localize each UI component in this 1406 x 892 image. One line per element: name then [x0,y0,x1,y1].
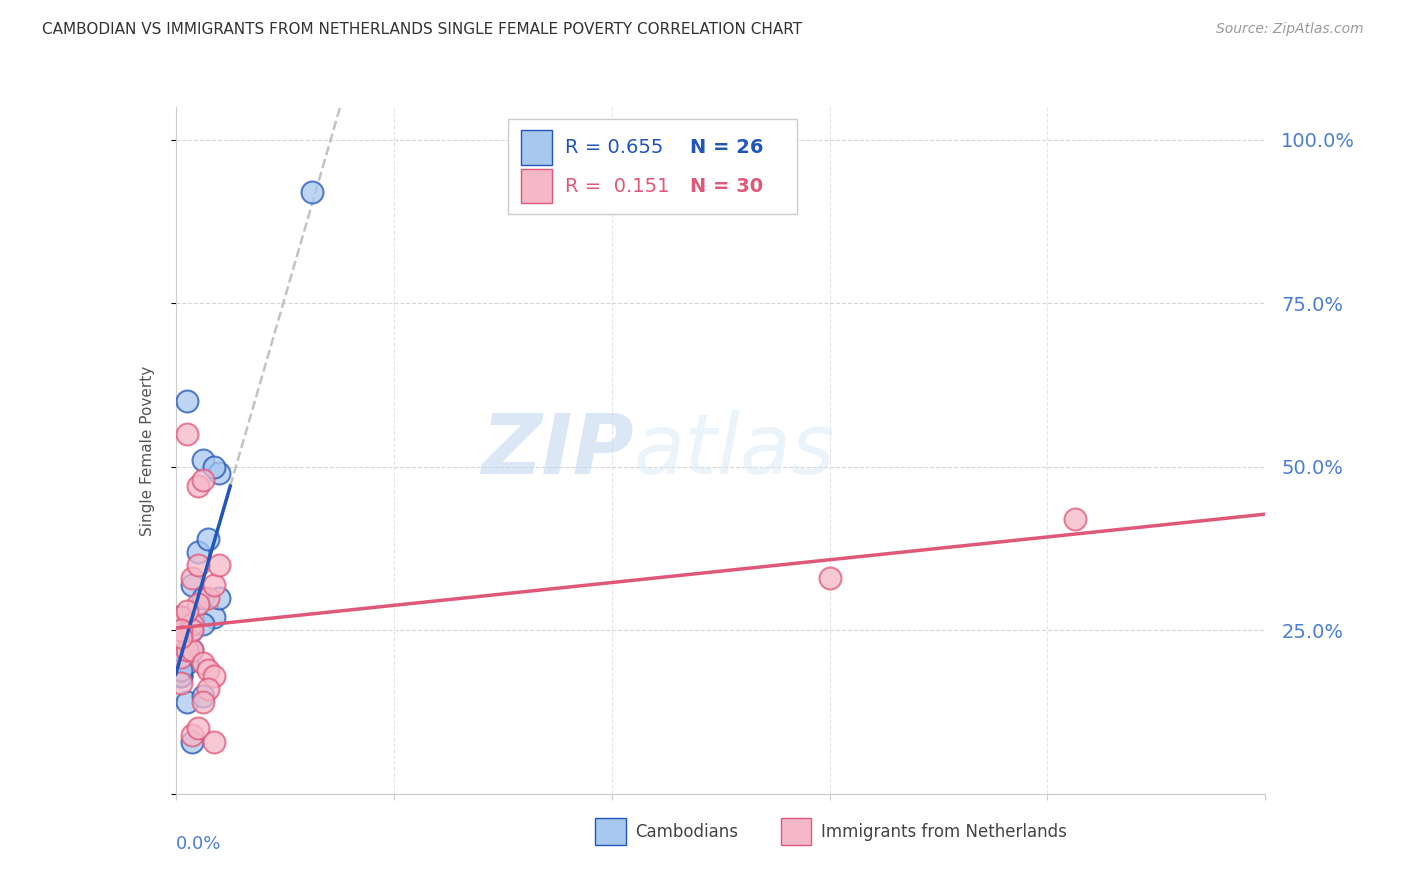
Bar [780,818,811,846]
Point [181,571,204,585]
Point [181,734,204,748]
Text: atlas: atlas [633,410,835,491]
Point [170,649,193,664]
Point [202,577,225,591]
Point [186,722,209,736]
Point [176,643,198,657]
Point [181,643,204,657]
Point [818,571,841,585]
Point [197,663,219,677]
Point [170,610,193,624]
Bar [522,169,551,203]
Point [170,675,193,690]
Point [170,624,193,638]
Text: CAMBODIAN VS IMMIGRANTS FROM NETHERLANDS SINGLE FEMALE POVERTY CORRELATION CHART: CAMBODIAN VS IMMIGRANTS FROM NETHERLANDS… [42,22,803,37]
Point [170,669,193,683]
Point [176,656,198,670]
Point [170,610,193,624]
Point [197,682,219,697]
Point [191,473,214,487]
Point [176,427,198,442]
Point [191,591,214,605]
Text: Cambodians: Cambodians [636,822,738,840]
Text: Source: ZipAtlas.com: Source: ZipAtlas.com [1216,22,1364,37]
Point [197,591,219,605]
Point [176,604,198,618]
Point [191,656,214,670]
Text: N = 30: N = 30 [690,177,763,195]
FancyBboxPatch shape [508,119,797,213]
Point [1063,512,1085,526]
Point [208,558,231,572]
Point [181,728,204,742]
Point [191,689,214,703]
Point [176,695,198,709]
Point [170,630,193,644]
Point [191,695,214,709]
Point [181,624,204,638]
Point [197,532,219,546]
Text: 0.0%: 0.0% [176,835,221,853]
Text: ZIP: ZIP [481,410,633,491]
Point [181,624,204,638]
Point [170,669,193,683]
Point [186,597,209,611]
Point [301,185,323,199]
Bar [522,130,551,165]
Point [170,649,193,664]
Point [170,630,193,644]
Point [186,558,209,572]
Point [191,453,214,467]
Point [181,643,204,657]
Point [202,459,225,474]
Point [202,734,225,748]
Point [186,545,209,559]
Text: R =  0.151: R = 0.151 [565,177,669,195]
Point [202,610,225,624]
Point [181,616,204,631]
Text: R = 0.655: R = 0.655 [565,138,664,157]
Point [170,663,193,677]
Point [191,616,214,631]
Point [186,479,209,493]
Text: Immigrants from Netherlands: Immigrants from Netherlands [821,822,1067,840]
Point [170,610,193,624]
Point [176,643,198,657]
Y-axis label: Single Female Poverty: Single Female Poverty [141,366,155,535]
Point [208,591,231,605]
Point [181,577,204,591]
Point [202,669,225,683]
Bar [595,818,626,846]
Point [208,467,231,481]
Point [176,394,198,409]
Text: N = 26: N = 26 [690,138,763,157]
Point [176,643,198,657]
